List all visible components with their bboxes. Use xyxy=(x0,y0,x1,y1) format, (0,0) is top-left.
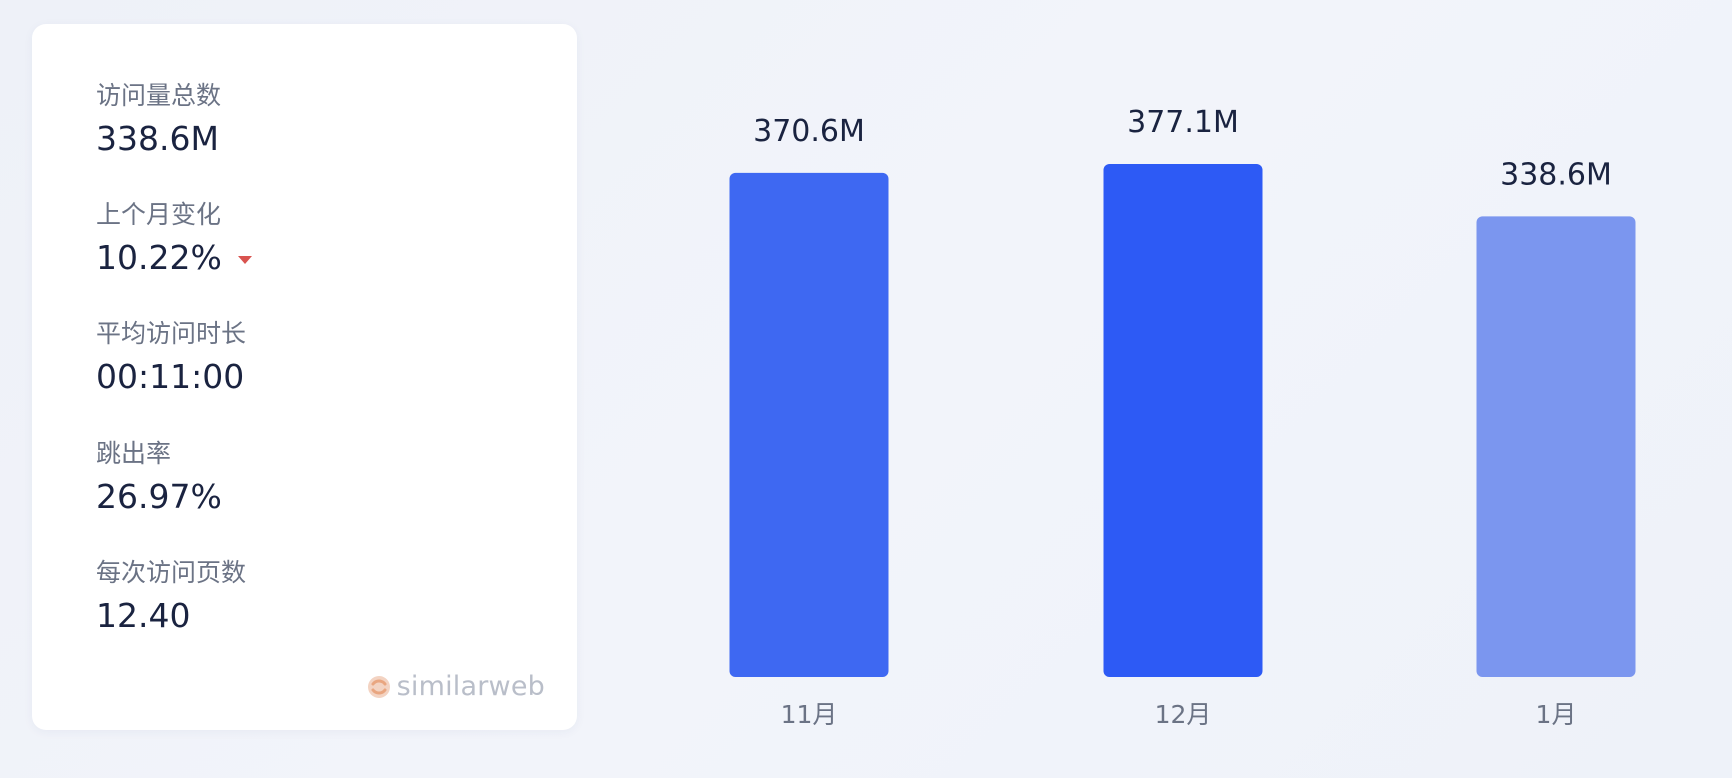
stats-card: 访问量总数 338.6M 上个月变化 10.22% 平均访问时长 00:11:0… xyxy=(32,24,577,730)
metric-value: 26.97% xyxy=(96,476,222,518)
bar-value-label: 377.1M xyxy=(1127,105,1239,140)
metric-value: 338.6M xyxy=(96,118,221,160)
metric-total-visits: 访问量总数 338.6M xyxy=(96,80,221,160)
bar-1 xyxy=(729,172,889,678)
bar-value-label: 338.6M xyxy=(1500,157,1612,192)
x-tick-label: 12月 xyxy=(1155,700,1212,729)
metric-value-text: 10.22% xyxy=(96,238,222,277)
metric-value-text: 12.40 xyxy=(96,596,191,635)
bar-3 xyxy=(1476,216,1636,677)
metric-label: 访问量总数 xyxy=(96,81,222,110)
metric-value-text: 00:11:00 xyxy=(96,357,245,396)
x-tick-label: 11月 xyxy=(781,700,838,729)
metric-bounce-rate: 跳出率 26.97% xyxy=(96,438,222,518)
x-tick-label: 1月 xyxy=(1536,700,1577,729)
metric-value: 00:11:00 xyxy=(96,356,246,398)
bar-2 xyxy=(1103,164,1263,677)
metric-value: 12.40 xyxy=(96,595,246,637)
metric-monthly-change: 上个月变化 10.22% xyxy=(96,199,252,279)
brand-name: similarweb xyxy=(396,671,545,702)
metric-label: 跳出率 xyxy=(96,439,172,468)
brand-logo: similarweb xyxy=(367,671,545,702)
metric-value-text: 26.97% xyxy=(96,477,222,516)
bar-value-label: 370.6M xyxy=(753,114,865,149)
metric-label: 上个月变化 xyxy=(96,200,222,229)
bar-chart: 370.6M 11月 377.1M 12月 338.6M 1月 xyxy=(729,105,1636,729)
trend-down-icon xyxy=(237,256,252,264)
similarweb-logo-icon xyxy=(367,675,390,698)
metric-pages-per-visit: 每次访问页数 12.40 xyxy=(96,557,246,637)
metric-label: 平均访问时长 xyxy=(96,319,247,348)
metric-value: 10.22% xyxy=(96,237,252,279)
metric-value-text: 338.6M xyxy=(96,119,219,158)
metric-label: 每次访问页数 xyxy=(96,558,247,587)
metric-avg-duration: 平均访问时长 00:11:00 xyxy=(96,318,246,398)
